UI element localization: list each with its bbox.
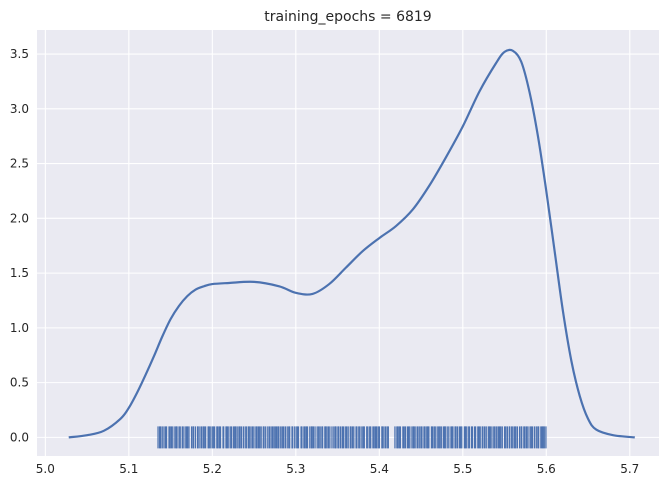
x-tick-label: 5.3 <box>286 462 305 476</box>
y-tick-label: 2.0 <box>10 211 29 225</box>
y-tick-label: 0.0 <box>10 430 29 444</box>
density-curve <box>68 48 635 439</box>
rug-marks <box>157 426 547 449</box>
y-tick-label: 2.5 <box>10 157 29 171</box>
x-tick-label: 5.4 <box>370 462 389 476</box>
x-axis-ticks: 5.0 5.1 5.2 5.3 5.4 5.5 5.6 5.7 <box>36 462 640 476</box>
x-tick-label: 5.5 <box>453 462 472 476</box>
x-tick-label: 5.1 <box>119 462 138 476</box>
x-tick-label: 5.2 <box>203 462 222 476</box>
x-tick-label: 5.0 <box>36 462 55 476</box>
y-tick-label: 3.5 <box>10 47 29 61</box>
x-tick-label: 5.7 <box>620 462 639 476</box>
x-tick-label: 5.6 <box>537 462 556 476</box>
plot-area <box>37 30 659 456</box>
grid-lines <box>37 30 659 456</box>
y-tick-label: 1.0 <box>10 321 29 335</box>
y-tick-label: 0.5 <box>10 376 29 390</box>
chart-title: training_epochs = 6819 <box>264 9 431 25</box>
y-tick-label: 3.0 <box>10 102 29 116</box>
y-tick-label: 1.5 <box>10 266 29 280</box>
y-axis-ticks: 0.0 0.5 1.0 1.5 2.0 2.5 3.0 3.5 <box>10 47 29 444</box>
